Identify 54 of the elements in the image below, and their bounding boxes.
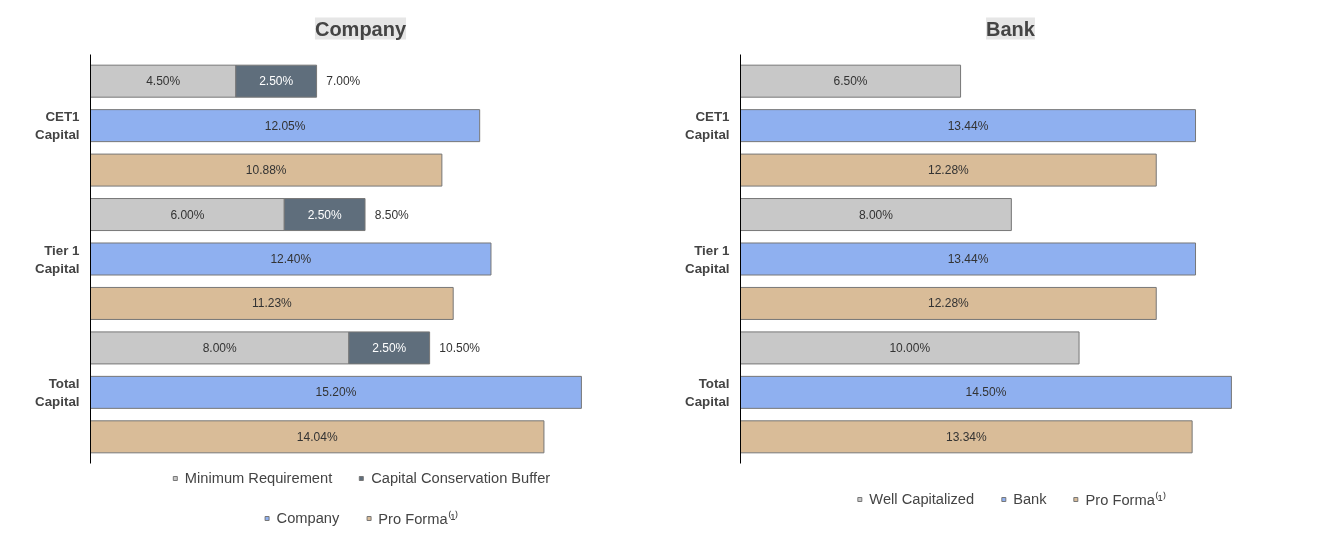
legend-label: Bank [1013, 491, 1047, 507]
bar [740, 109, 1197, 143]
total-label: 10.50% [439, 340, 481, 355]
data-label: 14.50% [965, 385, 1007, 400]
data-label: 6.00% [170, 207, 205, 222]
y-tick-label: Total Capital [685, 375, 730, 409]
y-tick-label: Tier 1 Capital [685, 242, 731, 276]
total-label: 8.50% [374, 207, 410, 222]
legend-label: Pro Forma⁽¹⁾ [378, 509, 459, 528]
data-label: 6.50% [833, 74, 868, 89]
legend-label: Company [276, 510, 340, 526]
data-label: 8.00% [202, 340, 238, 355]
bar [740, 420, 1193, 454]
bar [740, 153, 1157, 187]
data-label: 10.00% [889, 340, 931, 355]
data-label: 13.44% [947, 252, 989, 266]
bar [740, 286, 1157, 320]
data-label: 2.50% [259, 74, 294, 89]
data-label: 12.05% [264, 118, 306, 133]
bar [740, 242, 1197, 276]
data-label: 4.50% [146, 74, 181, 89]
y-tick-label: Total Capital [35, 375, 80, 409]
data-label: 11.23% [251, 296, 293, 311]
data-label: 12.28% [928, 163, 970, 178]
bar [90, 420, 545, 454]
legend-label: Minimum Requirement [184, 470, 333, 486]
data-label: 12.40% [270, 252, 312, 266]
bar [90, 286, 454, 320]
data-label: 10.88% [245, 163, 287, 178]
legend-label: Capital Conservation Buffer [371, 470, 551, 486]
legend-label: Pro Forma⁽¹⁾ [1085, 490, 1166, 509]
bar [90, 153, 443, 187]
bar [90, 242, 492, 276]
bar [90, 109, 481, 143]
y-tick-label: CET1 Capital [685, 109, 731, 143]
chart-title: Company [314, 17, 407, 40]
chart-title: Bank [986, 17, 1036, 40]
y-tick-label: CET1 Capital [35, 109, 81, 143]
y-tick-label: Tier 1 Capital [35, 242, 81, 276]
bar [740, 64, 962, 98]
data-label: 12.28% [928, 296, 970, 311]
data-label: 15.20% [315, 385, 357, 400]
data-label: 13.34% [945, 429, 987, 444]
bar [90, 375, 582, 409]
data-label: 2.50% [307, 207, 342, 222]
bar [740, 331, 1080, 365]
data-label: 2.50% [372, 340, 407, 355]
data-label: 14.04% [296, 429, 338, 444]
data-label: 8.00% [858, 207, 894, 222]
bar [740, 375, 1232, 409]
total-label: 7.00% [326, 74, 361, 89]
data-label: 13.44% [947, 118, 989, 133]
bar [740, 198, 1012, 232]
legend-label: Well Capitalized [869, 491, 975, 507]
